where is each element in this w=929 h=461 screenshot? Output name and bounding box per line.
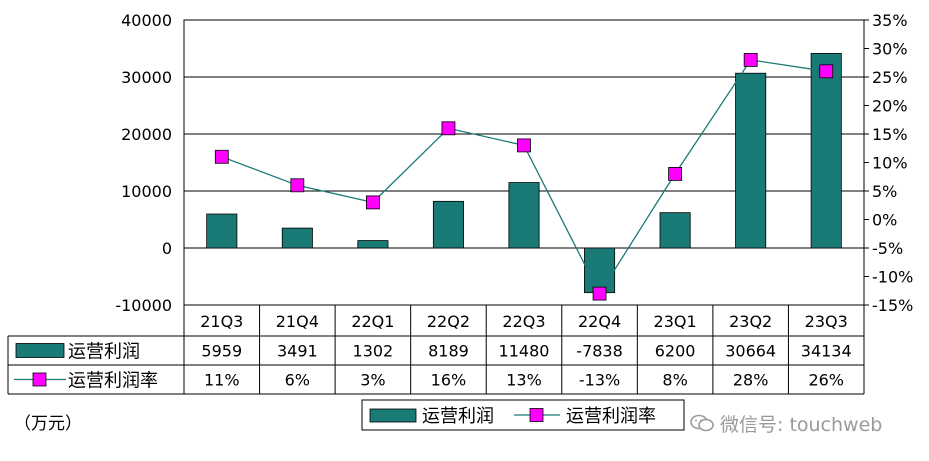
- x-tick-label: 22Q3: [502, 312, 545, 331]
- unit-label: （万元）: [14, 414, 82, 434]
- table-cell: 8%: [662, 371, 687, 390]
- legend-bar-key: [369, 408, 417, 423]
- axes: -10000 0 10000 20000 30000 40000 -15% -10% -5% 0%…: [115, 11, 913, 315]
- y-left-tick-label: -10000: [115, 296, 172, 315]
- table-cell: 30664: [725, 342, 776, 361]
- table-row-label: 运营利润: [68, 342, 140, 363]
- table-cell: 13%: [506, 371, 542, 390]
- x-tick-label: 22Q1: [351, 312, 394, 331]
- table-legend-marker-key: [32, 372, 47, 387]
- table-cell: 8189: [428, 342, 469, 361]
- x-tick-label: 21Q4: [276, 312, 319, 331]
- y-right-tick-label: -5%: [872, 239, 903, 258]
- watermark-text: 微信号: touchweb: [720, 413, 883, 436]
- margin-point: [441, 121, 456, 136]
- bar-series: [206, 53, 842, 294]
- bar: [735, 72, 767, 249]
- y-right-tick-label: 0%: [872, 211, 897, 230]
- y-right-tick-label: 30%: [872, 40, 908, 59]
- bar: [659, 212, 691, 249]
- legend-marker-key: [529, 408, 544, 422]
- table-cell: 5959: [201, 342, 242, 361]
- legend-label: 运营利润: [422, 406, 494, 427]
- y-right-tick-label: 25%: [872, 68, 908, 87]
- bar: [810, 53, 842, 249]
- bar: [281, 227, 313, 249]
- table-cell: 6200: [655, 342, 696, 361]
- bar: [357, 240, 389, 249]
- table-legend-bar-key: [15, 343, 65, 358]
- y-right-tick-label: 15%: [872, 125, 908, 144]
- margin-point: [365, 195, 380, 210]
- x-tick-label: 23Q2: [729, 312, 772, 331]
- y-left-tick-label: 10000: [121, 182, 172, 201]
- table-cell: -13%: [579, 371, 620, 390]
- bar: [432, 200, 464, 249]
- margin-point: [668, 166, 683, 181]
- x-tick-label: 23Q3: [805, 312, 848, 331]
- data-table: 21Q3 21Q4 22Q1 22Q2 22Q3 22Q4 23Q1 23Q2 23Q3 运营利润…: [7, 305, 865, 395]
- table-cell: -7838: [576, 342, 623, 361]
- margin-point: [214, 149, 229, 164]
- table-cell: 16%: [431, 371, 467, 390]
- legend-label: 运营利润率: [566, 406, 656, 427]
- table-row-label: 运营利润率: [68, 371, 158, 392]
- x-tick-label: 22Q4: [578, 312, 621, 331]
- wechat-icon: [690, 414, 714, 432]
- margin-point: [517, 138, 531, 153]
- legend: 运营利润 运营利润率: [361, 399, 685, 431]
- bar: [584, 247, 616, 294]
- y-right-tick-label: 35%: [872, 11, 908, 30]
- y-left-tick-label: 0: [162, 239, 172, 258]
- table-cell: 3%: [360, 371, 385, 390]
- table-cell: 6%: [285, 371, 310, 390]
- table-cell: 26%: [808, 371, 844, 390]
- table-cell: 1302: [353, 342, 394, 361]
- y-left-tick-label: 20000: [121, 125, 172, 144]
- table-cell: 3491: [277, 342, 318, 361]
- y-right-tick-label: 10%: [872, 154, 908, 173]
- table-cell: 34134: [801, 342, 852, 361]
- table-cell: 11480: [499, 342, 550, 361]
- table-cell: 11%: [204, 371, 240, 390]
- line-series: [214, 53, 834, 301]
- bar: [508, 182, 540, 249]
- watermark: 微信号: touchweb: [690, 410, 925, 436]
- x-tick-label: 22Q2: [427, 312, 470, 331]
- y-right-tick-label: -10%: [872, 268, 913, 287]
- y-left-tick-label: 40000: [121, 11, 172, 30]
- bar: [206, 213, 238, 249]
- x-tick-label: 21Q3: [200, 312, 243, 331]
- y-right-tick-label: -15%: [872, 296, 913, 315]
- table-cell: 28%: [733, 371, 769, 390]
- margin-point: [592, 286, 607, 301]
- margin-point: [743, 53, 758, 67]
- y-right-tick-label: 5%: [872, 182, 897, 201]
- margin-point: [819, 64, 834, 79]
- x-tick-label: 23Q1: [654, 312, 697, 331]
- margin-point: [290, 178, 305, 193]
- y-left-tick-label: 30000: [121, 68, 172, 87]
- y-right-tick-label: 20%: [872, 97, 908, 116]
